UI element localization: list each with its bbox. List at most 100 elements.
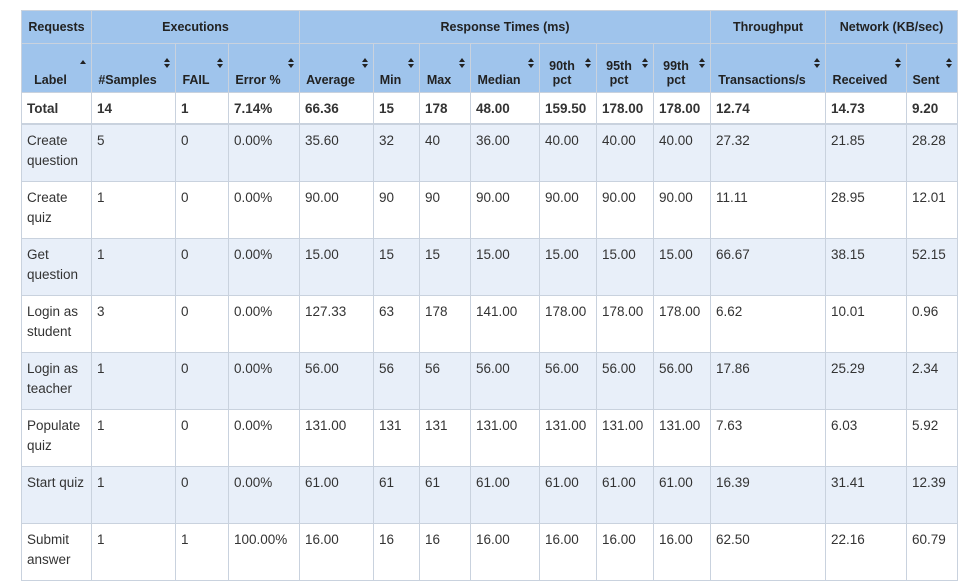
total-cell-samples: 14 <box>91 92 176 125</box>
cell-min: 16 <box>373 523 420 581</box>
cell-99th-pct: 56.00 <box>653 352 711 410</box>
column-header-label: Max <box>426 73 452 87</box>
cell-samples: 1 <box>91 466 176 524</box>
cell-received: 21.85 <box>825 123 907 182</box>
cell-99th-pct: 178.00 <box>653 295 711 353</box>
column-header-label: Min <box>379 73 402 87</box>
column-header-label[interactable]: Label <box>21 43 92 93</box>
sort-icon[interactable] <box>946 58 952 68</box>
column-header-label: 95th pct <box>606 59 632 87</box>
cell-transactions-s: 6.62 <box>710 295 826 353</box>
cell-95th-pct: 15.00 <box>596 238 654 296</box>
group-network: Network (KB/sec) <box>825 10 958 44</box>
cell-average: 90.00 <box>299 181 374 239</box>
cell-99th-pct: 15.00 <box>653 238 711 296</box>
sort-icon[interactable] <box>459 58 465 68</box>
column-header-average[interactable]: Average <box>299 43 374 93</box>
column-header-median[interactable]: Median <box>470 43 540 93</box>
cell-transactions-s: 17.86 <box>710 352 826 410</box>
column-header-99th-pct[interactable]: 99th pct <box>653 43 711 93</box>
column-header-label: Label <box>34 73 67 87</box>
sort-icon[interactable] <box>362 58 368 68</box>
cell-min: 56 <box>373 352 420 410</box>
total-cell-90th-pct: 159.50 <box>539 92 597 125</box>
sort-icon[interactable] <box>642 58 648 68</box>
column-header-min[interactable]: Min <box>373 43 420 93</box>
total-cell-min: 15 <box>373 92 420 125</box>
column-header-sent[interactable]: Sent <box>906 43 958 93</box>
cell-min: 32 <box>373 123 420 182</box>
cell-median: 56.00 <box>470 352 540 410</box>
group-response-times: Response Times (ms) <box>299 10 711 44</box>
column-header-95th-pct[interactable]: 95th pct <box>596 43 654 93</box>
cell-fail: 0 <box>175 295 229 353</box>
column-header-samples[interactable]: #Samples <box>91 43 176 93</box>
cell-median: 61.00 <box>470 466 540 524</box>
cell-samples: 5 <box>91 123 176 182</box>
column-header-error[interactable]: Error % <box>228 43 300 93</box>
total-cell-label: Total <box>21 92 92 125</box>
cell-sent: 12.01 <box>906 181 958 239</box>
cell-fail: 0 <box>175 181 229 239</box>
sort-icon[interactable] <box>699 58 705 68</box>
cell-min: 61 <box>373 466 420 524</box>
cell-error: 0.00% <box>228 466 300 524</box>
sort-icon[interactable] <box>814 58 820 68</box>
cell-received: 10.01 <box>825 295 907 353</box>
cell-min: 90 <box>373 181 420 239</box>
total-cell-max: 178 <box>419 92 471 125</box>
table-row: Get question 1 0 0.00% 15.00 15 15 15.00 15.00 15… <box>21 238 958 296</box>
group-requests: Requests <box>21 10 92 44</box>
cell-99th-pct: 61.00 <box>653 466 711 524</box>
table-row: Populate quiz 1 0 0.00% 131.00 131 131 131.00 13… <box>21 409 958 467</box>
cell-90th-pct: 56.00 <box>539 352 597 410</box>
cell-sent: 5.92 <box>906 409 958 467</box>
cell-max: 40 <box>419 123 471 182</box>
cell-sent: 52.15 <box>906 238 958 296</box>
table-row: Login as student 3 0 0.00% 127.33 63 178 141.00… <box>21 295 958 353</box>
column-header-fail[interactable]: FAIL <box>175 43 229 93</box>
column-header-received[interactable]: Received <box>825 43 907 93</box>
cell-transactions-s: 62.50 <box>710 523 826 581</box>
column-header-max[interactable]: Max <box>419 43 471 93</box>
cell-90th-pct: 131.00 <box>539 409 597 467</box>
row-label: Create question <box>21 123 92 182</box>
cell-received: 6.03 <box>825 409 907 467</box>
cell-median: 36.00 <box>470 123 540 182</box>
cell-max: 90 <box>419 181 471 239</box>
sort-icon[interactable] <box>408 58 414 68</box>
total-cell-error: 7.14% <box>228 92 300 125</box>
cell-max: 16 <box>419 523 471 581</box>
cell-max: 178 <box>419 295 471 353</box>
cell-95th-pct: 56.00 <box>596 352 654 410</box>
sort-icon[interactable] <box>585 58 591 68</box>
cell-median: 16.00 <box>470 523 540 581</box>
cell-transactions-s: 11.11 <box>710 181 826 239</box>
sort-icon[interactable] <box>217 58 223 68</box>
table-header: Requests Executions Response Times (ms) … <box>21 10 958 93</box>
sort-ascending-icon[interactable] <box>80 60 86 70</box>
total-row: Total 14 1 7.14% 66.36 15 178 48.00 159.50 178.00… <box>21 92 958 125</box>
row-label: Get question <box>21 238 92 296</box>
cell-95th-pct: 61.00 <box>596 466 654 524</box>
sort-icon[interactable] <box>288 58 294 68</box>
group-executions: Executions <box>91 10 300 44</box>
column-header-label: Transactions/s <box>718 73 806 87</box>
sort-icon[interactable] <box>164 58 170 68</box>
column-header-label: Sent <box>912 73 940 87</box>
cell-error: 0.00% <box>228 181 300 239</box>
cell-max: 61 <box>419 466 471 524</box>
column-header-90th-pct[interactable]: 90th pct <box>539 43 597 93</box>
cell-received: 38.15 <box>825 238 907 296</box>
total-cell-95th-pct: 178.00 <box>596 92 654 125</box>
column-header-transactions-s[interactable]: Transactions/s <box>710 43 826 93</box>
cell-max: 56 <box>419 352 471 410</box>
total-cell-average: 66.36 <box>299 92 374 125</box>
sort-icon[interactable] <box>528 58 534 68</box>
sort-icon[interactable] <box>895 58 901 68</box>
cell-90th-pct: 90.00 <box>539 181 597 239</box>
cell-error: 0.00% <box>228 409 300 467</box>
cell-min: 63 <box>373 295 420 353</box>
cell-error: 0.00% <box>228 352 300 410</box>
cell-median: 90.00 <box>470 181 540 239</box>
